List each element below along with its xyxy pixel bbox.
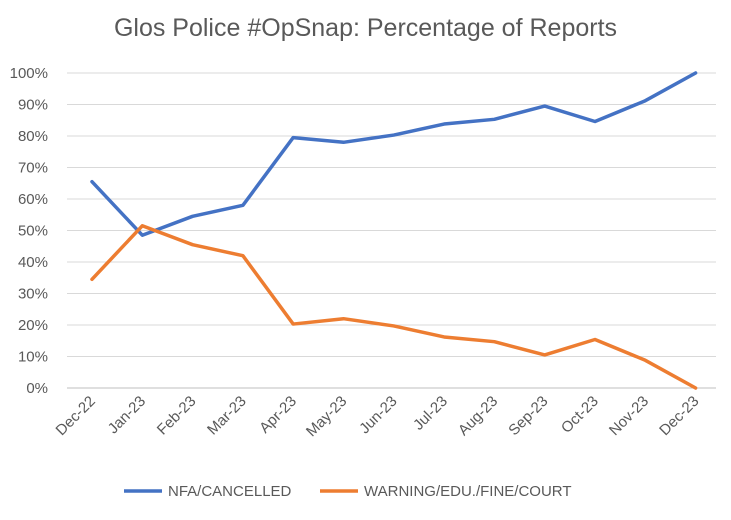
y-tick-label: 60% (18, 191, 48, 208)
y-tick-label: 70% (18, 160, 48, 177)
x-axis-ticks: Dec-22 Jan-23 Feb-23 Mar-23 Apr-23 May-23 Jun-… (53, 393, 703, 440)
x-tick-label: Feb-23 (154, 393, 200, 439)
chart-title: Glos Police #OpSnap: Percentage of Repor… (113, 14, 618, 42)
legend-label: WARNING/EDU./FINE/COURT (364, 483, 572, 500)
x-tick-label: Sep-23 (505, 393, 551, 439)
x-tick-label: Dec-23 (656, 393, 702, 439)
legend-label: NFA/CANCELLED (168, 483, 292, 500)
x-tick-label: Oct-23 (558, 393, 602, 437)
y-axis-ticks: 0% 10% 20% 30% 40% 50% 60% 70% 80% 90% 100% (10, 65, 48, 397)
y-tick-label: 100% (10, 65, 48, 82)
x-tick-label: Dec-22 (53, 393, 99, 439)
x-tick-label: Jun-23 (356, 393, 400, 437)
x-tick-label: Apr-23 (256, 393, 300, 437)
x-tick-label: Jul-23 (410, 393, 451, 434)
gridlines (67, 72, 716, 389)
x-tick-label: Mar-23 (204, 393, 250, 439)
x-tick-label: Aug-23 (455, 393, 501, 439)
series-line-1 (90, 71, 698, 237)
y-tick-label: 50% (18, 223, 48, 240)
x-tick-label: May-23 (303, 393, 350, 440)
y-tick-label: 20% (18, 317, 48, 334)
y-tick-label: 0% (26, 380, 48, 397)
x-tick-label: Nov-23 (606, 393, 652, 439)
legend: NFA/CANCELLED WARNING/EDU./FINE/COURT (124, 483, 572, 500)
y-tick-label: 40% (18, 254, 48, 271)
y-tick-label: 90% (18, 97, 48, 114)
series-line-2 (90, 224, 698, 390)
y-tick-label: 80% (18, 128, 48, 145)
x-tick-label: Jan-23 (105, 393, 149, 437)
y-tick-label: 10% (18, 349, 48, 366)
series-lines (90, 71, 698, 390)
y-tick-label: 30% (18, 286, 48, 303)
